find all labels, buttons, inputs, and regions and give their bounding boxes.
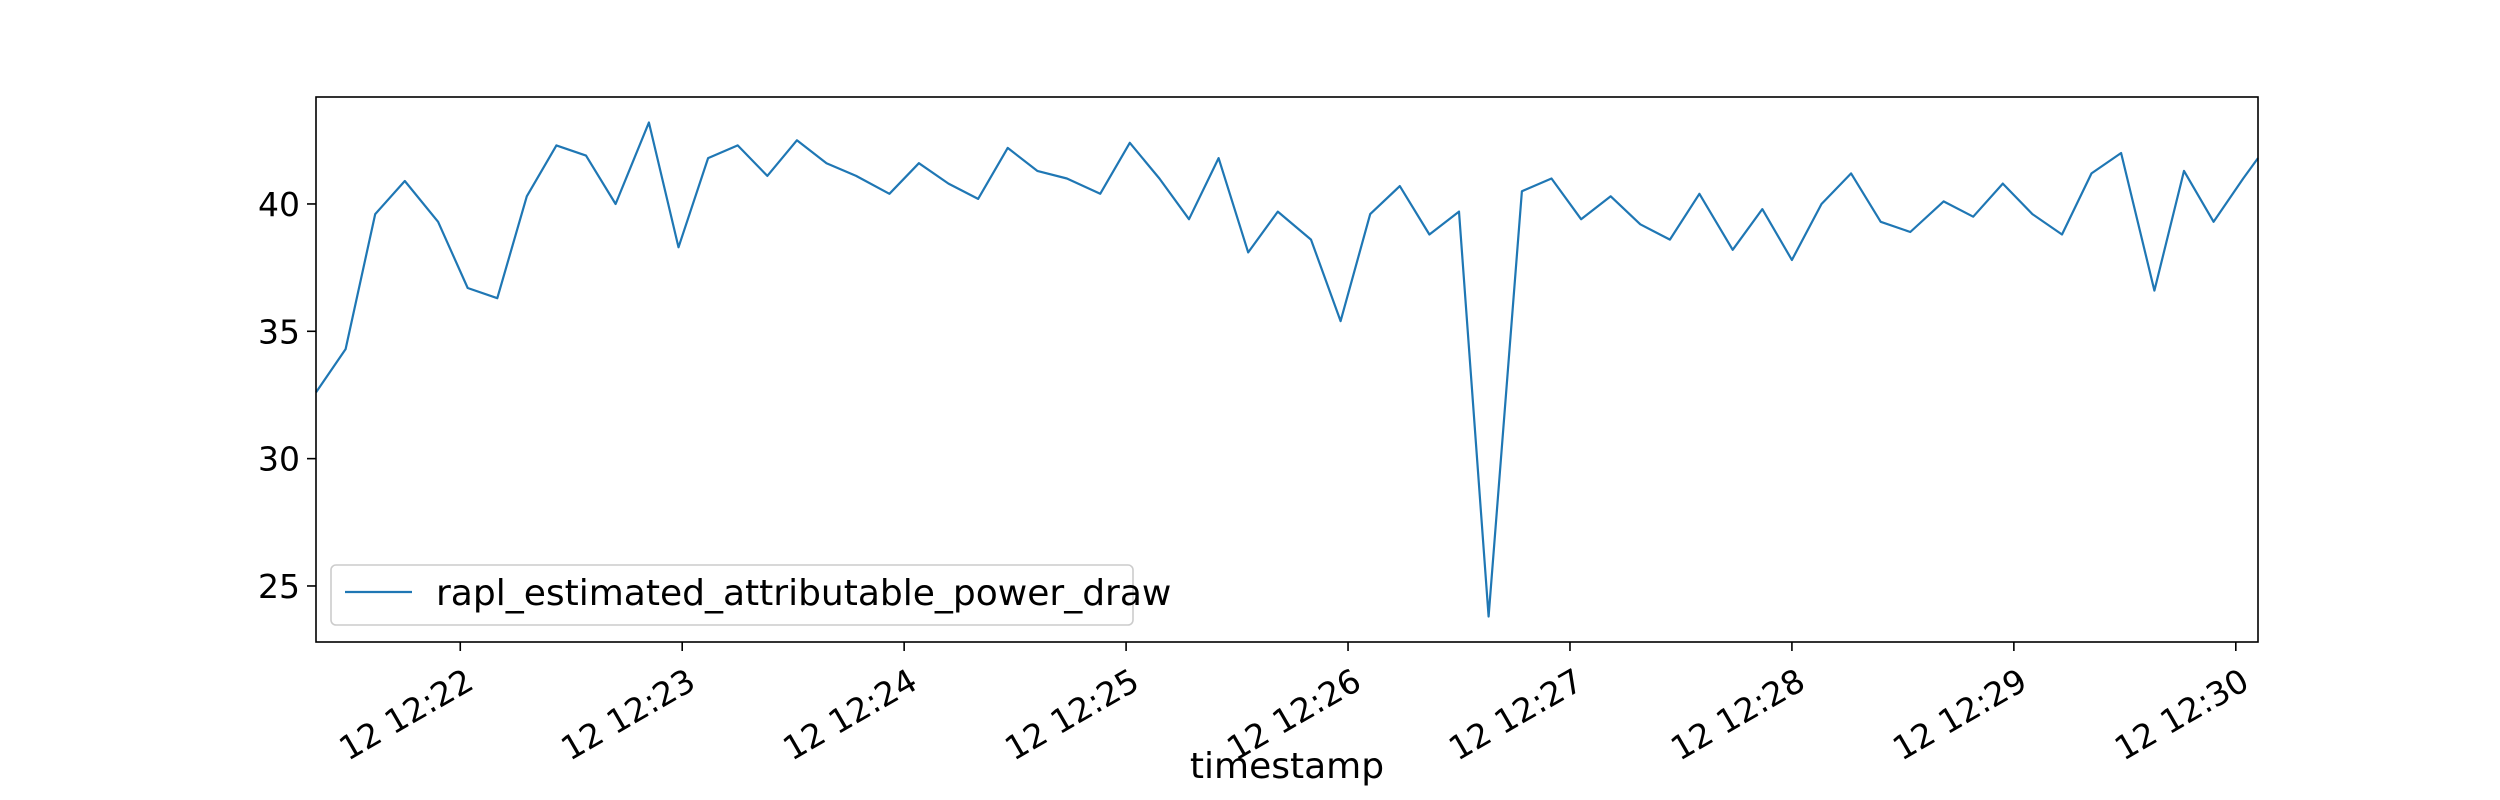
legend[interactable]: rapl_estimated_attributable_power_draw [330, 564, 1171, 626]
y-tick-label: 40 [258, 185, 300, 224]
y-tick-label: 35 [258, 312, 300, 351]
y-tick-label: 30 [258, 440, 300, 479]
x-axis-title: timestamp [1190, 746, 1384, 787]
plot-area [315, 96, 2259, 643]
y-tick-label: 25 [258, 567, 300, 606]
legend-label: rapl_estimated_attributable_power_draw [436, 573, 1171, 614]
y-axis: 25 30 35 40 [258, 185, 316, 606]
plot-frame [315, 96, 2259, 643]
series-line-0 [315, 121, 2259, 618]
legend-box [330, 564, 1134, 626]
